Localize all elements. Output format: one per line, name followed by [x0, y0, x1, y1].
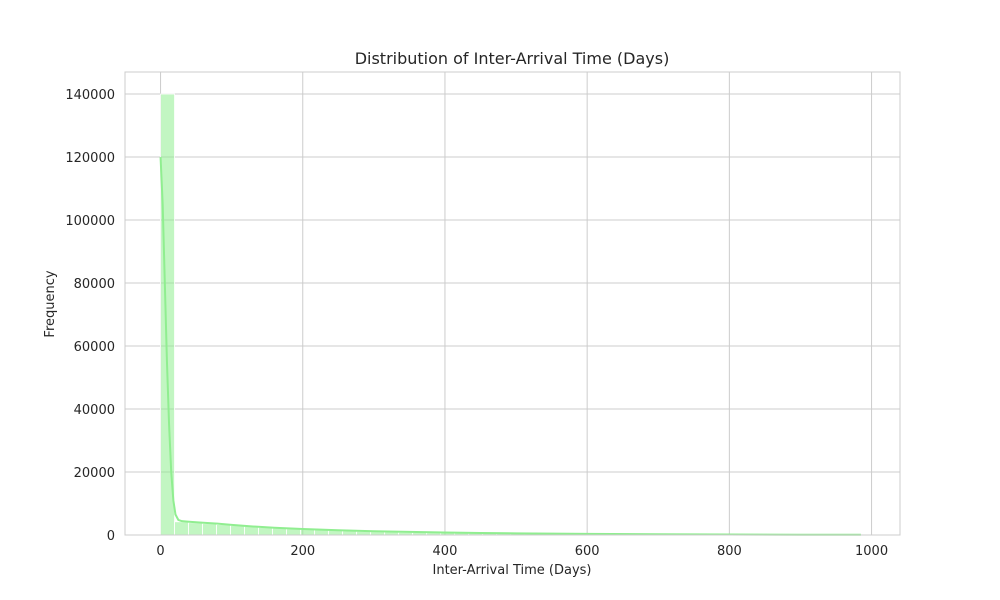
histogram-bar — [202, 523, 217, 536]
y-axis-label: Frequency — [43, 270, 58, 337]
y-tick-label: 80000 — [74, 277, 115, 292]
grid-layer — [125, 72, 900, 536]
y-tick-label: 20000 — [74, 466, 115, 481]
x-tick-label: 200 — [290, 544, 315, 559]
x-tick-label: 400 — [433, 544, 458, 559]
histogram-bar — [244, 526, 259, 536]
tick-labels: 0 200 400 600 800 1000 0 20000 40000 60000 80000 10… — [65, 88, 888, 559]
x-axis-label: Inter-Arrival Time (Days) — [433, 563, 592, 578]
y-tick-label: 40000 — [74, 403, 115, 418]
histogram-bar — [174, 521, 189, 536]
histogram-bar — [230, 525, 245, 536]
x-tick-label: 1000 — [855, 544, 888, 559]
kde-curve — [159, 156, 861, 536]
histogram-bar — [272, 527, 288, 536]
x-tick-label: 800 — [717, 544, 742, 559]
histogram-bar — [258, 527, 274, 536]
chart-title: Distribution of Inter-Arrival Time (Days… — [355, 49, 670, 68]
histogram-bars — [160, 93, 862, 536]
plot-frame — [124, 71, 901, 536]
y-tick-label: 120000 — [65, 151, 115, 166]
histogram-bar — [160, 93, 175, 536]
x-tick-label: 0 — [156, 544, 164, 559]
y-tick-label: 140000 — [65, 88, 115, 103]
histogram-bar — [188, 522, 203, 536]
y-tick-label: 100000 — [65, 214, 115, 229]
y-tick-label: 60000 — [74, 340, 115, 355]
y-tick-label: 0 — [107, 529, 115, 544]
x-tick-label: 600 — [575, 544, 600, 559]
histogram-bar — [216, 524, 231, 536]
